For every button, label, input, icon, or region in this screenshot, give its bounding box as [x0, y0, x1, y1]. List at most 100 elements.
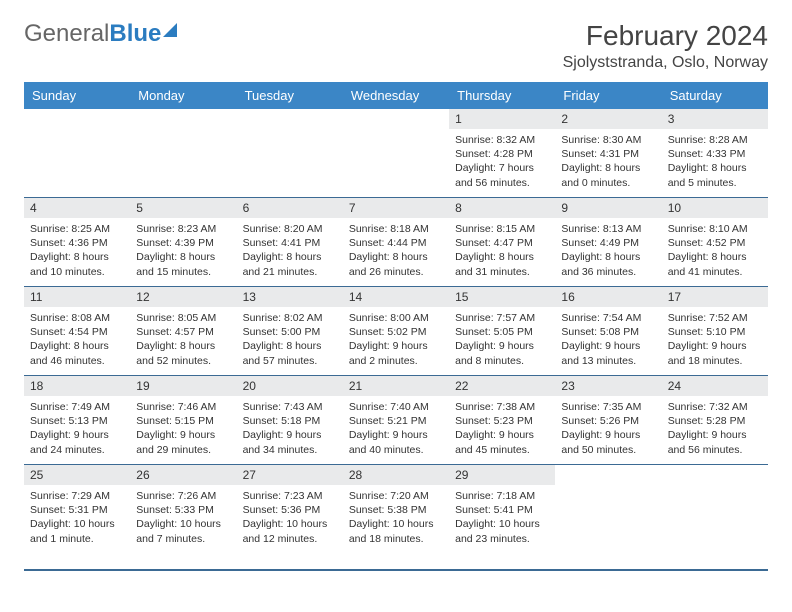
day-body: Sunrise: 7:29 AMSunset: 5:31 PMDaylight:…	[24, 485, 130, 550]
day-body: Sunrise: 7:40 AMSunset: 5:21 PMDaylight:…	[343, 396, 449, 461]
day-cell: 28Sunrise: 7:20 AMSunset: 5:38 PMDayligh…	[343, 465, 449, 553]
day-number: 12	[130, 287, 236, 307]
daylight-text: Daylight: 10 hours and 18 minutes.	[349, 517, 443, 545]
sunrise-text: Sunrise: 8:18 AM	[349, 222, 443, 236]
day-number: 25	[24, 465, 130, 485]
sunset-text: Sunset: 5:05 PM	[455, 325, 549, 339]
sunset-text: Sunset: 5:21 PM	[349, 414, 443, 428]
day-number: 17	[662, 287, 768, 307]
week-row: 4Sunrise: 8:25 AMSunset: 4:36 PMDaylight…	[24, 198, 768, 287]
day-number: 15	[449, 287, 555, 307]
weekday-header: Wednesday	[343, 82, 449, 109]
logo: GeneralBlue	[24, 20, 177, 48]
day-number: 8	[449, 198, 555, 218]
sunset-text: Sunset: 5:23 PM	[455, 414, 549, 428]
day-body: Sunrise: 7:20 AMSunset: 5:38 PMDaylight:…	[343, 485, 449, 550]
day-number: 2	[555, 109, 661, 129]
weeks-container: 1 Sunrise: 8:32 AMSunset: 4:28 PM Daylight…	[24, 109, 768, 553]
sunset-text: Sunset: 5:15 PM	[136, 414, 230, 428]
sunrise-text: Sunrise: 8:20 AM	[243, 222, 337, 236]
day-number: 6	[237, 198, 343, 218]
weekday-header: Tuesday	[237, 82, 343, 109]
day-number: 7	[343, 198, 449, 218]
day-cell: 29Sunrise: 7:18 AMSunset: 5:41 PMDayligh…	[449, 465, 555, 553]
sunrise-text: Sunrise: 7:29 AM	[30, 489, 124, 503]
sunset-text: Sunset: 5:41 PM	[455, 503, 549, 517]
sunset-text: Sunset: 5:13 PM	[30, 414, 124, 428]
day-cell: 1Sunrise: 8:32 AMSunset: 4:28 PMDaylight…	[449, 109, 555, 197]
month-title: February 2024	[563, 20, 768, 52]
sunset-text: Sunset: 4:54 PM	[30, 325, 124, 339]
week-row: 11Sunrise: 8:08 AMSunset: 4:54 PMDayligh…	[24, 287, 768, 376]
daylight-text: Daylight: 10 hours and 7 minutes.	[136, 517, 230, 545]
daylight-text: Daylight: 9 hours and 8 minutes.	[455, 339, 549, 367]
logo-text-general: General	[24, 20, 109, 47]
day-cell: 23Sunrise: 7:35 AMSunset: 5:26 PMDayligh…	[555, 376, 661, 464]
day-cell: 13Sunrise: 8:02 AMSunset: 5:00 PMDayligh…	[237, 287, 343, 375]
day-body: Sunrise: 8:05 AMSunset: 4:57 PMDaylight:…	[130, 307, 236, 372]
day-number: 14	[343, 287, 449, 307]
daylight-text: Daylight: 8 hours and 52 minutes.	[136, 339, 230, 367]
day-cell: 18Sunrise: 7:49 AMSunset: 5:13 PMDayligh…	[24, 376, 130, 464]
day-cell: 26Sunrise: 7:26 AMSunset: 5:33 PMDayligh…	[130, 465, 236, 553]
daylight-text: Daylight: 9 hours and 24 minutes.	[30, 428, 124, 456]
day-body: Sunrise: 7:46 AMSunset: 5:15 PMDaylight:…	[130, 396, 236, 461]
sunset-text: Sunset: 5:10 PM	[668, 325, 762, 339]
sunrise-text: Sunrise: 7:20 AM	[349, 489, 443, 503]
day-number: 29	[449, 465, 555, 485]
sunrise-text: Sunrise: 8:02 AM	[243, 311, 337, 325]
sunset-text: Sunset: 4:41 PM	[243, 236, 337, 250]
day-body: Sunrise: 7:32 AMSunset: 5:28 PMDaylight:…	[662, 396, 768, 461]
day-number: 10	[662, 198, 768, 218]
day-body: Sunrise: 7:49 AMSunset: 5:13 PMDaylight:…	[24, 396, 130, 461]
daylight-text: Daylight: 10 hours and 12 minutes.	[243, 517, 337, 545]
location: Sjolyststranda, Oslo, Norway	[563, 54, 768, 72]
daylight-text: Daylight: 8 hours and 41 minutes.	[668, 250, 762, 278]
sunset-text: Sunset: 5:08 PM	[561, 325, 655, 339]
header: GeneralBlue February 2024 Sjolyststranda…	[24, 20, 768, 72]
sunrise-text: Sunrise: 8:28 AM	[668, 133, 762, 147]
day-cell: 10Sunrise: 8:10 AMSunset: 4:52 PMDayligh…	[662, 198, 768, 286]
daylight-text: Daylight: 9 hours and 45 minutes.	[455, 428, 549, 456]
daylight-text: Daylight: 9 hours and 18 minutes.	[668, 339, 762, 367]
sunset-text: Sunset: 5:18 PM	[243, 414, 337, 428]
daylight-text: Daylight: 10 hours and 23 minutes.	[455, 517, 549, 545]
day-number: 1	[449, 109, 555, 129]
day-cell: 9Sunrise: 8:13 AMSunset: 4:49 PMDaylight…	[555, 198, 661, 286]
sunrise-text: Sunrise: 8:13 AM	[561, 222, 655, 236]
sunrise-text: Sunrise: 7:49 AM	[30, 400, 124, 414]
day-cell: 27Sunrise: 7:23 AMSunset: 5:36 PMDayligh…	[237, 465, 343, 553]
sunset-text: Sunset: 5:28 PM	[668, 414, 762, 428]
day-cell: 19Sunrise: 7:46 AMSunset: 5:15 PMDayligh…	[130, 376, 236, 464]
sunrise-text: Sunrise: 7:18 AM	[455, 489, 549, 503]
sunrise-text: Sunrise: 8:32 AM	[455, 133, 549, 147]
sunset-text: Sunset: 4:36 PM	[30, 236, 124, 250]
sunrise-text: Sunrise: 7:57 AM	[455, 311, 549, 325]
day-body: Sunrise: 8:28 AMSunset: 4:33 PMDaylight:…	[662, 129, 768, 194]
sunrise-text: Sunrise: 8:10 AM	[668, 222, 762, 236]
day-cell: 12Sunrise: 8:05 AMSunset: 4:57 PMDayligh…	[130, 287, 236, 375]
day-cell	[343, 109, 449, 197]
day-cell: 22Sunrise: 7:38 AMSunset: 5:23 PMDayligh…	[449, 376, 555, 464]
day-cell	[24, 109, 130, 197]
daylight-text: Daylight: 9 hours and 56 minutes.	[668, 428, 762, 456]
sunset-text: Sunset: 4:28 PM	[455, 147, 549, 161]
daylight-text: Daylight: 9 hours and 40 minutes.	[349, 428, 443, 456]
day-cell: 15 Sunrise: 7:57 AMSunset: 5:05 PMDayligh…	[449, 287, 555, 375]
sunrise-text: Sunrise: 8:15 AM	[455, 222, 549, 236]
week-row: 25Sunrise: 7:29 AMSunset: 5:31 PMDayligh…	[24, 465, 768, 553]
day-cell: 7Sunrise: 8:18 AMSunset: 4:44 PMDaylight…	[343, 198, 449, 286]
weekday-header-row: SundayMondayTuesdayWednesdayThursdayFrid…	[24, 82, 768, 109]
week-row: 18Sunrise: 7:49 AMSunset: 5:13 PMDayligh…	[24, 376, 768, 465]
daylight-text: Daylight: 8 hours and 15 minutes.	[136, 250, 230, 278]
daylight-text: Daylight: 9 hours and 29 minutes.	[136, 428, 230, 456]
day-number: 3	[662, 109, 768, 129]
daylight-text: Daylight: 8 hours and 31 minutes.	[455, 250, 549, 278]
day-cell: 21Sunrise: 7:40 AMSunset: 5:21 PMDayligh…	[343, 376, 449, 464]
daylight-text: Daylight: 9 hours and 2 minutes.	[349, 339, 443, 367]
day-body: Sunrise: 8:00 AMSunset: 5:02 PMDaylight:…	[343, 307, 449, 372]
day-body: Sunrise: 7:18 AMSunset: 5:41 PMDaylight:…	[449, 485, 555, 550]
sunrise-text: Sunrise: 7:23 AM	[243, 489, 337, 503]
day-body: Sunrise: 8:13 AMSunset: 4:49 PMDaylight:…	[555, 218, 661, 283]
daylight-text: Daylight: 9 hours and 34 minutes.	[243, 428, 337, 456]
